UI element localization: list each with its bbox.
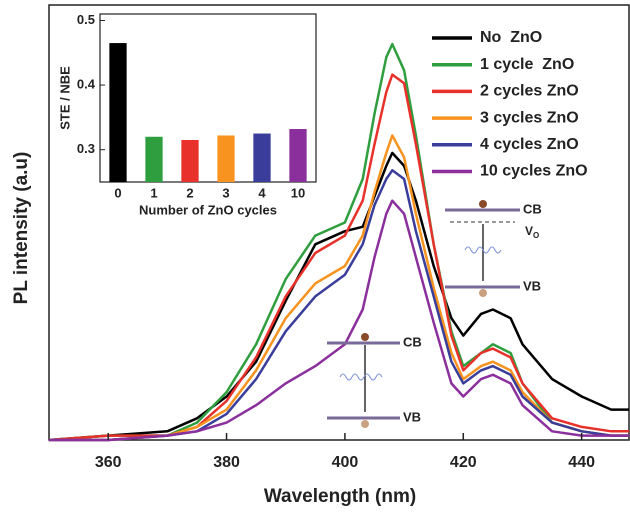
bar <box>145 136 163 182</box>
legend-label: 1 cycle ZnO <box>480 56 574 73</box>
bar <box>181 140 199 182</box>
legend-label: 4 cycles ZnO <box>480 136 579 153</box>
hole <box>479 289 487 297</box>
emission-wave <box>464 246 502 254</box>
inset-y-tick-label: 0.4 <box>77 77 96 92</box>
inset-x-tick-label: 2 <box>186 185 193 200</box>
inset-x-title: Number of ZnO cycles <box>139 202 277 217</box>
inset-y-title: STE / NBE <box>57 66 72 130</box>
x-tick-label: 400 <box>332 454 359 471</box>
electron <box>479 200 487 208</box>
emission-wave <box>339 373 383 381</box>
inset: 0.3 0.4 0.5 0 1 2 3 4 10 <box>77 12 307 200</box>
spectrum-line <box>49 169 629 442</box>
bar <box>289 129 307 182</box>
bar <box>109 43 127 183</box>
band-diagram <box>445 200 520 297</box>
legend-label: No ZnO <box>480 29 542 46</box>
inset-x-tick-label: 10 <box>291 185 305 200</box>
y-axis-title: PL intensity (a.u) <box>11 152 32 305</box>
spectrum-line <box>48 151 629 442</box>
inset-x-tick-label: 4 <box>258 185 266 200</box>
x-axis-title: Wavelength (nm) <box>264 486 416 507</box>
electron <box>361 333 369 341</box>
inset-y-tick-label: 0.5 <box>77 12 95 27</box>
bar <box>217 135 235 182</box>
inset-frame <box>99 13 317 183</box>
bar <box>253 133 271 182</box>
x-tick-label: 440 <box>568 454 595 471</box>
inset-y-tick-label: 0.3 <box>77 141 95 156</box>
lines <box>48 42 629 442</box>
band-diagram <box>327 333 400 428</box>
spectrum-line <box>48 73 629 442</box>
x-tick-label: 380 <box>213 454 240 471</box>
annotation: VB <box>403 409 421 424</box>
inset-x-tick-label: 1 <box>150 185 157 200</box>
x-tick-label: 360 <box>95 454 122 471</box>
inset-x-tick-label: 3 <box>222 185 229 200</box>
legend-label: 10 cycles ZnO <box>480 163 588 180</box>
inset-x-tick-label: 0 <box>114 185 121 200</box>
legend-label: 2 cycles ZnO <box>480 83 579 100</box>
annotation: VB <box>523 278 541 293</box>
plot-frame <box>48 4 630 441</box>
spectrum-line <box>49 134 629 442</box>
annotation: CB <box>523 201 542 216</box>
annotation: O <box>533 231 539 240</box>
annotation: CB <box>403 334 422 349</box>
x-tick-label: 420 <box>450 454 477 471</box>
annotation: V <box>525 224 533 238</box>
legend: No ZnO 1 cycle ZnO 2 cycles ZnO 3 cycles Zn… <box>432 29 588 180</box>
spectrum-line <box>49 199 629 442</box>
hole <box>361 420 369 428</box>
legend-label: 3 cycles ZnO <box>480 109 579 126</box>
